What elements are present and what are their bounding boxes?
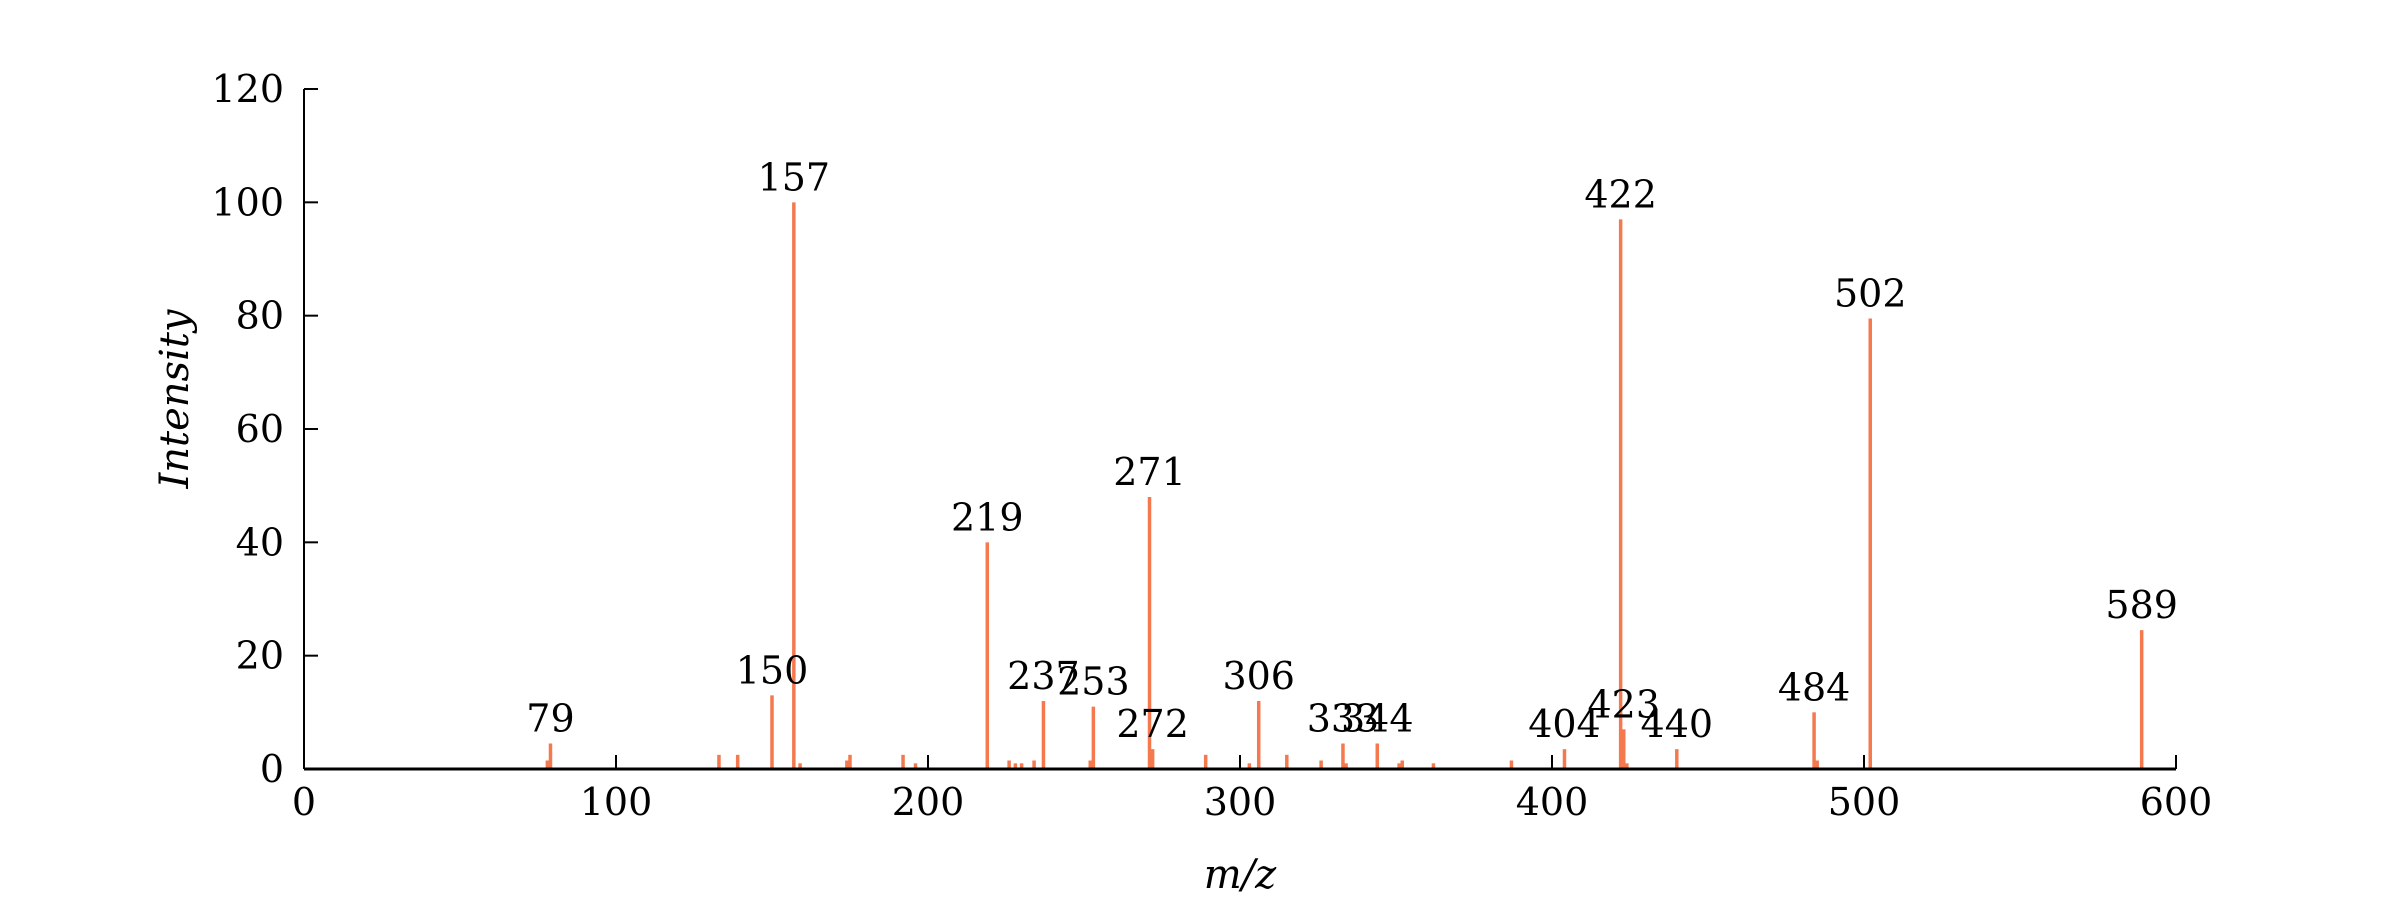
peak-label: 219 [951,495,1024,539]
peak-label: 589 [2105,583,2178,627]
peak-label: 272 [1116,702,1189,746]
peak-bars [545,202,2144,769]
x-tick-label: 100 [580,780,653,824]
x-tick-label: 0 [292,780,316,824]
peak-label: 502 [1834,272,1907,316]
y-tick-label: 60 [236,407,284,451]
x-tick-label: 300 [1204,780,1277,824]
peak-label: 440 [1641,702,1714,746]
peak-label: 422 [1584,172,1657,216]
y-tick-label: 80 [236,294,284,338]
y-tick-label: 0 [260,747,284,791]
peak-label: 306 [1222,654,1295,698]
x-tick-label: 600 [2140,780,2213,824]
x-tick-label: 400 [1516,780,1589,824]
peak-label: 344 [1341,697,1414,741]
y-axis-ticks: 0 20 40 60 80 100 120 [211,67,318,791]
peak-label: 253 [1057,660,1130,704]
peak-label: 157 [758,155,831,199]
y-tick-label: 40 [236,520,284,564]
y-tick-label: 100 [211,180,284,224]
x-tick-label: 500 [1828,780,1901,824]
x-tick-label: 200 [892,780,965,824]
y-tick-label: 20 [236,634,284,678]
x-axis-title: m/z [1204,852,1277,898]
peak-label: 423 [1587,682,1660,726]
peak-label: 237 [1007,654,1080,698]
peak-label: 271 [1113,450,1186,494]
y-axis-title: Intensity [152,308,198,489]
y-tick-label: 120 [211,67,284,111]
peak-label: 150 [736,648,809,692]
peak-label: 404 [1528,702,1601,746]
x-axis-ticks: 0 100 200 300 400 500 600 [292,755,2212,824]
peak-label: 79 [526,697,574,741]
peak-label: 333 [1307,697,1380,741]
peak-label: 484 [1778,665,1851,709]
